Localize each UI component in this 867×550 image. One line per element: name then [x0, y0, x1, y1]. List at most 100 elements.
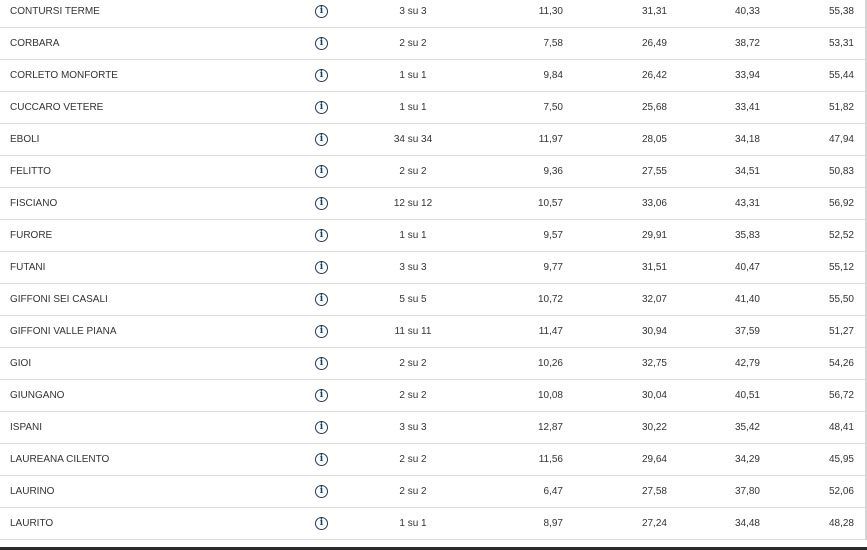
info-circle-icon[interactable]: i — [315, 69, 328, 82]
value-col-2: 29,91 — [641, 230, 667, 241]
table-row: CORBARA i 2 su 2 7,58 26,49 38,72 53,31 — [0, 28, 865, 60]
value-col-1: 7,58 — [543, 38, 563, 49]
info-circle-icon[interactable]: i — [315, 357, 328, 370]
comune-name: LAURINO — [10, 486, 55, 497]
sezioni-count: 2 su 2 — [399, 486, 427, 497]
info-circle-icon[interactable]: i — [315, 261, 328, 274]
info-circle-icon[interactable]: i — [315, 101, 328, 114]
table-row: EBOLI i 34 su 34 11,97 28,05 34,18 47,94 — [0, 124, 865, 156]
value-col-4: 54,26 — [828, 358, 854, 369]
table-row: LAURITO i 1 su 1 8,97 27,24 34,48 48,28 — [0, 508, 865, 540]
info-circle-icon[interactable]: i — [315, 517, 328, 530]
value-col-3: 34,48 — [734, 518, 760, 529]
table-row: GIFFONI SEI CASALI i 5 su 5 10,72 32,07 41,40… — [0, 284, 865, 316]
value-col-3: 34,29 — [734, 454, 760, 465]
value-col-3: 38,72 — [734, 38, 760, 49]
value-col-3: 42,79 — [734, 358, 760, 369]
value-col-3: 35,42 — [734, 422, 760, 433]
value-col-2: 27,24 — [641, 518, 667, 529]
value-col-3: 40,51 — [734, 390, 760, 401]
sezioni-count: 2 su 2 — [399, 454, 427, 465]
table-row: GIFFONI VALLE PIANA i 11 su 11 11,47 30,94 37… — [0, 316, 865, 348]
comune-name: CORBARA — [10, 38, 60, 49]
comune-name: CUCCARO VETERE — [10, 102, 104, 113]
sezioni-count: 1 su 1 — [399, 70, 427, 81]
comune-name: FURORE — [10, 230, 53, 241]
value-col-4: 56,72 — [828, 390, 854, 401]
value-col-2: 31,51 — [641, 262, 667, 273]
value-col-1: 6,47 — [543, 486, 563, 497]
comune-name: CORLETO MONFORTE — [10, 70, 118, 81]
table-row: GIOI i 2 su 2 10,26 32,75 42,79 54,26 — [0, 348, 865, 380]
comune-name: LAURITO — [10, 518, 54, 529]
value-col-1: 11,56 — [538, 454, 563, 465]
value-col-3: 43,31 — [734, 198, 760, 209]
value-col-2: 28,05 — [641, 134, 667, 145]
sezioni-count: 2 su 2 — [399, 38, 427, 49]
info-circle-icon[interactable]: i — [315, 5, 328, 18]
info-circle-icon[interactable]: i — [315, 229, 328, 242]
table-row: FUTANI i 3 su 3 9,77 31,51 40,47 55,12 — [0, 252, 865, 284]
value-col-1: 8,97 — [543, 518, 563, 529]
sezioni-count: 3 su 3 — [399, 422, 427, 433]
sezioni-count: 34 su 34 — [393, 134, 433, 145]
value-col-4: 48,28 — [828, 518, 854, 529]
value-col-2: 30,22 — [641, 422, 667, 433]
value-col-4: 55,44 — [828, 70, 854, 81]
value-col-3: 34,18 — [734, 134, 760, 145]
sezioni-count: 12 su 12 — [393, 198, 433, 209]
value-col-1: 9,36 — [543, 166, 563, 177]
value-col-2: 25,68 — [641, 102, 667, 113]
table-row: CONTURSI TERME i 3 su 3 11,30 31,31 40,33 55,3… — [0, 0, 865, 28]
sezioni-count: 1 su 1 — [399, 518, 427, 529]
info-circle-icon[interactable]: i — [315, 293, 328, 306]
value-col-2: 31,31 — [641, 6, 667, 17]
table-row: LAUREANA CILENTO i 2 su 2 11,56 29,64 34,29 45… — [0, 444, 865, 476]
value-col-4: 48,41 — [828, 422, 854, 433]
table-row: LAURINO i 2 su 2 6,47 27,58 37,80 52,06 — [0, 476, 865, 508]
comune-name: LAUREANA CILENTO — [10, 454, 110, 465]
sezioni-count: 11 su 11 — [394, 326, 432, 337]
value-col-4: 45,95 — [828, 454, 854, 465]
comune-name: FISCIANO — [10, 198, 58, 209]
sezioni-count: 2 su 2 — [399, 390, 427, 401]
value-col-2: 32,75 — [641, 358, 667, 369]
value-col-2: 26,49 — [641, 38, 667, 49]
comune-name: GIUNGANO — [10, 390, 65, 401]
value-col-3: 35,83 — [734, 230, 760, 241]
value-col-3: 40,33 — [734, 6, 760, 17]
info-circle-icon[interactable]: i — [315, 325, 328, 338]
value-col-3: 37,59 — [734, 326, 760, 337]
value-col-4: 53,31 — [828, 38, 854, 49]
comune-name: GIFFONI VALLE PIANA — [10, 326, 117, 337]
table-row: FURORE i 1 su 1 9,57 29,91 35,83 52,52 — [0, 220, 865, 252]
info-circle-icon[interactable]: i — [315, 485, 328, 498]
value-col-3: 41,40 — [734, 294, 760, 305]
value-col-1: 9,84 — [543, 70, 563, 81]
value-col-2: 30,94 — [641, 326, 667, 337]
sezioni-count: 3 su 3 — [399, 262, 427, 273]
info-circle-icon[interactable]: i — [315, 37, 328, 50]
value-col-1: 7,50 — [543, 102, 563, 113]
info-circle-icon[interactable]: i — [315, 389, 328, 402]
info-circle-icon[interactable]: i — [315, 197, 328, 210]
value-col-3: 34,51 — [734, 166, 760, 177]
value-col-4: 51,82 — [828, 102, 854, 113]
value-col-4: 51,27 — [828, 326, 854, 337]
info-circle-icon[interactable]: i — [315, 453, 328, 466]
value-col-1: 10,72 — [537, 294, 563, 305]
value-col-4: 52,06 — [828, 486, 854, 497]
value-col-1: 9,57 — [543, 230, 563, 241]
value-col-1: 11,97 — [538, 134, 563, 145]
info-circle-icon[interactable]: i — [315, 421, 328, 434]
info-circle-icon[interactable]: i — [315, 133, 328, 146]
value-col-4: 55,12 — [828, 262, 854, 273]
info-circle-icon[interactable]: i — [315, 165, 328, 178]
sezioni-count: 1 su 1 — [399, 102, 427, 113]
value-col-4: 47,94 — [828, 134, 854, 145]
sezioni-count: 1 su 1 — [399, 230, 427, 241]
value-col-2: 30,04 — [641, 390, 667, 401]
value-col-2: 33,06 — [641, 198, 667, 209]
sezioni-count: 2 su 2 — [399, 166, 427, 177]
